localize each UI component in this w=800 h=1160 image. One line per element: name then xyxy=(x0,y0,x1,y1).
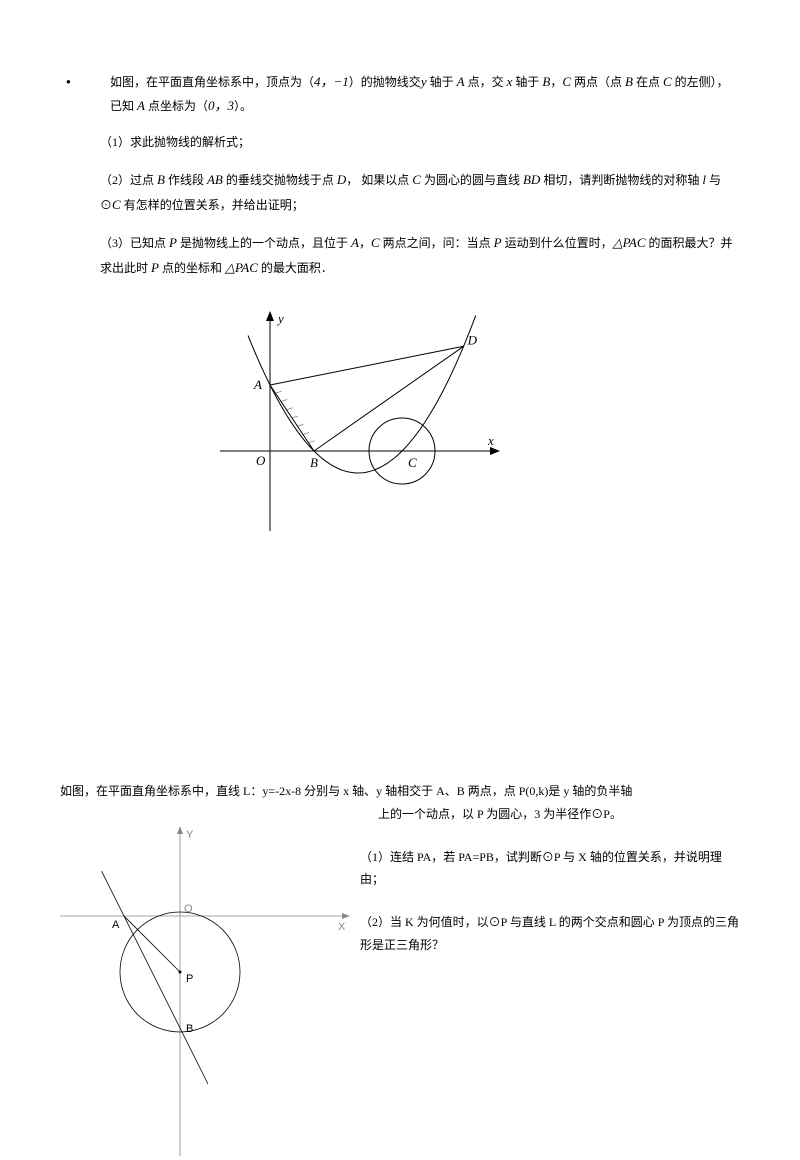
figure-1: O A B C Dx y xyxy=(220,311,740,535)
BD: BD xyxy=(523,172,540,187)
t: 的最大面积． xyxy=(258,261,333,275)
t: ）的抛物线交 xyxy=(349,75,421,89)
C: C xyxy=(562,74,571,89)
t: 相切，请判断抛物线的对称轴 xyxy=(540,173,702,187)
t: 点，交 xyxy=(465,75,507,89)
svg-text:Y: Y xyxy=(186,829,194,841)
p2-q2: （2）当 K 为何值时，以⊙P 与直线 L 的两个交点和圆心 P 为顶点的三角形… xyxy=(360,911,740,957)
svg-text:B: B xyxy=(186,1023,193,1035)
svg-text:O: O xyxy=(184,903,193,915)
C: C xyxy=(663,74,672,89)
problem-1: ● 如图，在平面直角坐标系中，顶点为（4，−1）的抛物线交y 轴于 A 点，交 … xyxy=(60,70,740,535)
svg-text:C: C xyxy=(408,455,417,470)
p1-q2: （2）过点 B 作线段 AB 的垂线交抛物线于点 D， 如果以点 C 为圆心的圆… xyxy=(100,168,740,217)
svg-text:x: x xyxy=(487,433,494,448)
t: ）。 xyxy=(234,99,252,113)
t: ， xyxy=(359,236,371,250)
t: 轴于 xyxy=(512,75,542,89)
B: B xyxy=(625,74,633,89)
PAC: PAC xyxy=(235,260,258,275)
parabola-diagram: O A B C Dx y xyxy=(220,311,500,531)
t: （2）过点 xyxy=(100,173,157,187)
p2-intro2: 上的一个动点，以 P 为圆心，3 为半径作⊙P。 xyxy=(60,803,740,826)
t: 是抛物线上的一个动点，且位于 xyxy=(177,236,351,250)
PAC: PAC xyxy=(623,235,646,250)
t: ， xyxy=(550,75,562,89)
t: 如图，在平面直角坐标系中，顶点为（ xyxy=(110,75,314,89)
figure-2: Y X O A B P xyxy=(60,826,350,1160)
p1-q1: （1）求此抛物线的解析式； xyxy=(100,131,740,154)
t: 作线段 xyxy=(165,173,207,187)
tri: △ xyxy=(613,235,623,250)
C: C xyxy=(371,235,380,250)
svg-text:A: A xyxy=(112,919,120,931)
t: 两点（点 xyxy=(571,75,625,89)
p2-q1: （1）连结 PA，若 PA=PB，试判断⊙P 与 X 轴的位置关系，并说明理由； xyxy=(360,846,740,892)
P: P xyxy=(494,235,502,250)
t: 为圆心的圆与直线 xyxy=(421,173,523,187)
t: 轴于 xyxy=(427,75,457,89)
svg-text:X: X xyxy=(338,921,346,933)
t: （3）已知点 xyxy=(100,236,169,250)
problem-2: 如图，在平面直角坐标系中，直线 L：y=-2x-8 分别与 x 轴、y 轴相交于… xyxy=(60,780,740,1160)
svg-text:O: O xyxy=(256,453,266,468)
t: ， 如果以点 xyxy=(346,173,412,187)
svg-text:A: A xyxy=(253,377,262,392)
t: 点的坐标和 xyxy=(159,261,225,275)
p1-intro-text: 如图，在平面直角坐标系中，顶点为（4，−1）的抛物线交y 轴于 A 点，交 x … xyxy=(110,70,740,117)
t: 如图，在平面直角坐标系中，直线 L：y=-2x-8 分别与 x 轴、y 轴相交于… xyxy=(60,784,632,798)
p2-questions: （1）连结 PA，若 PA=PB，试判断⊙P 与 X 轴的位置关系，并说明理由；… xyxy=(350,826,740,1160)
P: P xyxy=(169,235,177,250)
svg-text:B: B xyxy=(310,455,318,470)
P: P xyxy=(151,260,159,275)
t: 有怎样的位置关系，并给出证明； xyxy=(121,198,304,212)
bullet-icon: ● xyxy=(60,70,110,89)
t: 点坐标为（ xyxy=(145,99,208,113)
A: A xyxy=(137,98,145,113)
t: 两点之间，问：当点 xyxy=(380,236,494,250)
t: 运动到什么位置时， xyxy=(502,236,613,250)
tri: △ xyxy=(225,260,235,275)
t: 在点 xyxy=(633,75,663,89)
D: D xyxy=(337,172,346,187)
p2-intro: 如图，在平面直角坐标系中，直线 L：y=-2x-8 分别与 x 轴、y 轴相交于… xyxy=(60,780,740,803)
A: A xyxy=(457,74,465,89)
vertex: 4，−1 xyxy=(314,74,349,89)
A: A xyxy=(351,235,359,250)
p2-body: Y X O A B P （1）连结 PA，若 PA=PB，试判断⊙P 与 X 轴的位置关系… xyxy=(60,826,740,1160)
p1-q3: （3）已知点 P 是抛物线上的一个动点，且位于 A，C 两点之间，问：当点 P … xyxy=(100,231,740,280)
B: B xyxy=(157,172,165,187)
p1-intro: ● 如图，在平面直角坐标系中，顶点为（4，−1）的抛物线交y 轴于 A 点，交 … xyxy=(60,70,740,117)
t: 的垂线交抛物线于点 xyxy=(223,173,337,187)
C: C xyxy=(412,172,421,187)
AB: AB xyxy=(207,172,223,187)
Acoord: 0，3 xyxy=(208,98,234,113)
C: C xyxy=(112,197,121,212)
svg-text:D: D xyxy=(467,332,478,347)
svg-text:P: P xyxy=(186,973,193,985)
circle-line-diagram: Y X O A B P xyxy=(60,826,350,1156)
svg-text:y: y xyxy=(276,311,284,326)
